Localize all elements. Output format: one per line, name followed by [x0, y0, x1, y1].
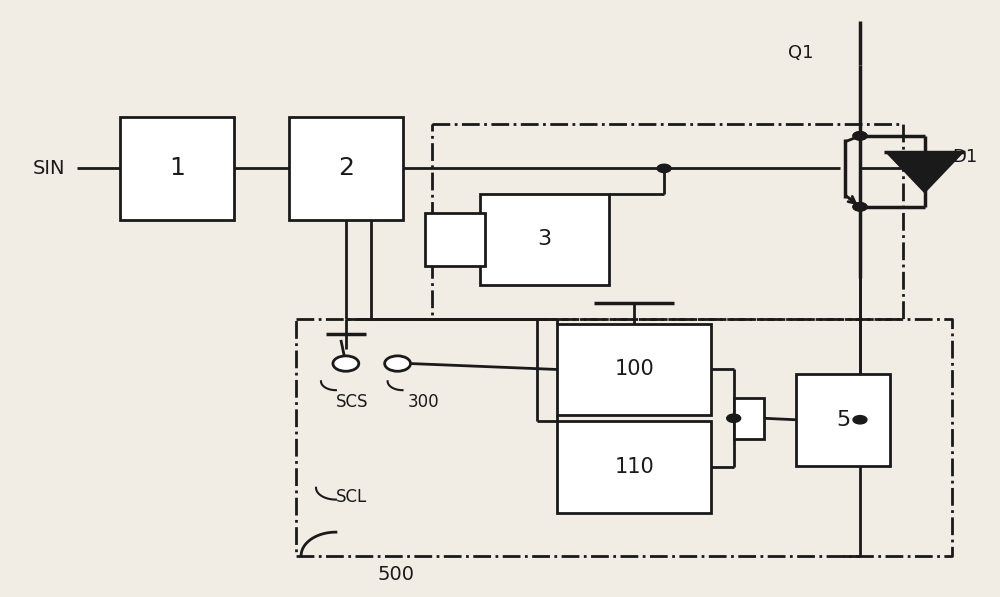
Bar — [796, 374, 890, 466]
Polygon shape — [887, 152, 963, 192]
Circle shape — [853, 203, 867, 211]
Circle shape — [853, 416, 867, 424]
Text: 500: 500 — [377, 565, 414, 584]
Circle shape — [727, 414, 741, 423]
Bar — [120, 116, 234, 220]
Text: SCL: SCL — [336, 488, 367, 506]
Text: 300: 300 — [408, 393, 439, 411]
Text: 3: 3 — [538, 229, 552, 250]
Text: 2: 2 — [338, 156, 354, 180]
Text: SIN: SIN — [33, 159, 65, 178]
Bar — [480, 193, 609, 285]
Bar — [557, 324, 711, 416]
Text: 1: 1 — [169, 156, 185, 180]
Bar — [734, 398, 764, 439]
Circle shape — [853, 132, 867, 140]
Bar — [557, 421, 711, 513]
Text: 110: 110 — [614, 457, 654, 477]
Bar — [425, 213, 485, 266]
Circle shape — [333, 356, 359, 371]
Circle shape — [385, 356, 411, 371]
Circle shape — [853, 203, 867, 211]
Circle shape — [853, 132, 867, 140]
Text: 5: 5 — [836, 410, 850, 430]
Text: Q1: Q1 — [788, 44, 813, 62]
Text: SCS: SCS — [336, 393, 368, 411]
Text: D1: D1 — [952, 149, 978, 167]
Circle shape — [657, 164, 671, 173]
Bar — [289, 116, 403, 220]
Text: 100: 100 — [614, 359, 654, 380]
